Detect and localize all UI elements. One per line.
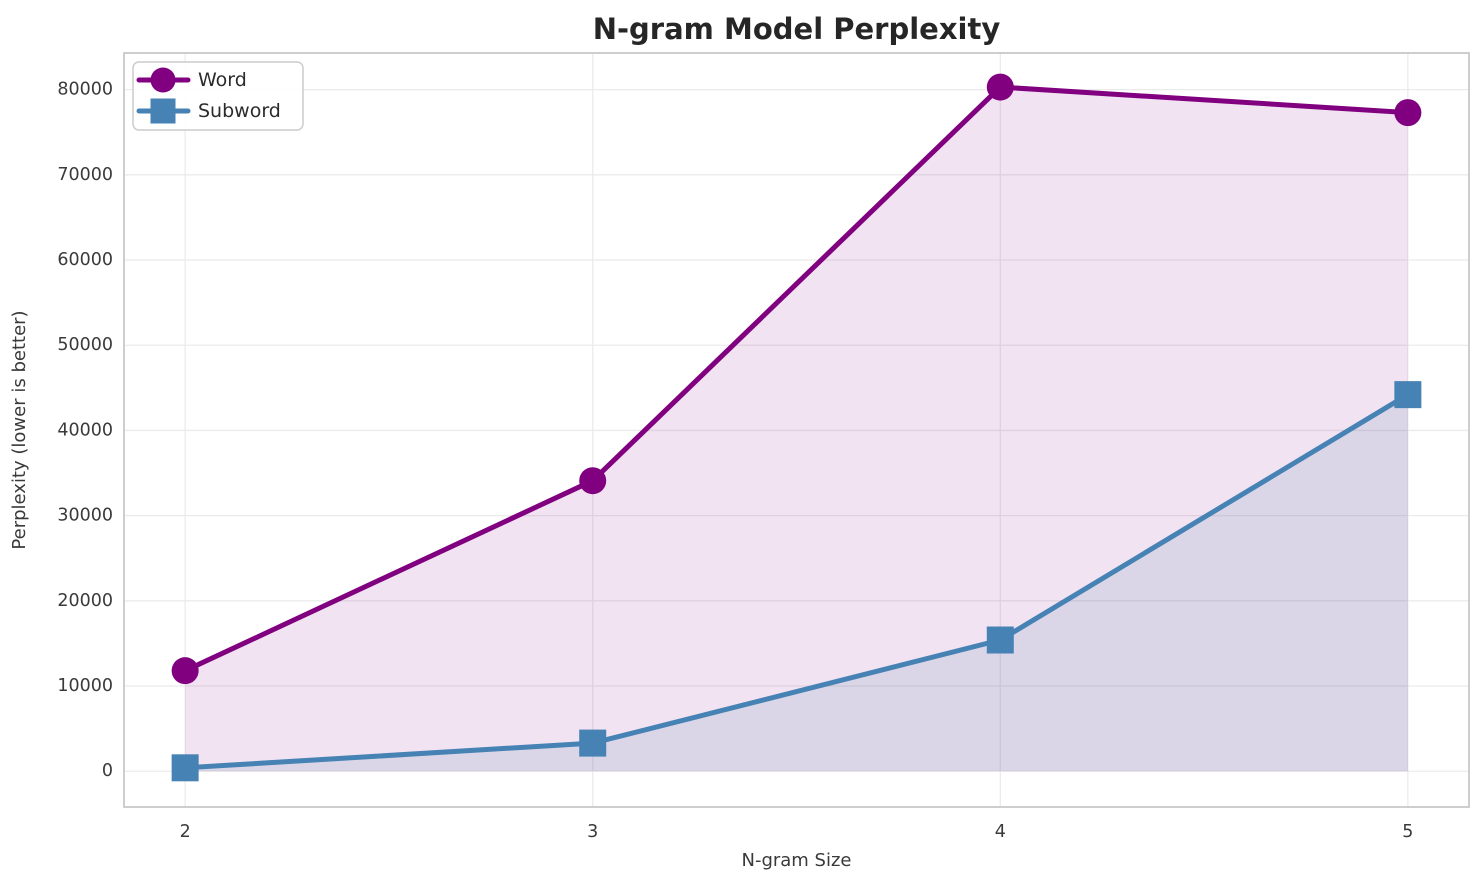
subword-area-fill [185,394,1408,772]
subword-marker-2 [171,754,199,782]
word-marker-2 [171,657,199,685]
tick-label-layer: 0 10000 20000 30000 40000 50000 60000 70000 8000… [57,80,1413,842]
y-tick-label-10000: 10000 [57,676,113,696]
gridline-layer [124,53,1469,807]
word-area-fill [185,87,1408,772]
legend-item-word: Word [136,67,247,93]
legend-item-subword: Subword [136,98,281,124]
word-marker-4 [986,73,1014,101]
area-fill-layer [185,87,1408,772]
legend-label-subword: Subword [198,100,281,122]
y-tick-label-50000: 50000 [57,335,113,355]
legend-square-marker [150,98,176,124]
legend: Word Subword [132,61,304,131]
y-axis-label: Perplexity (lower is better) [9,310,30,549]
x-axis-label: N-gram Size [741,850,851,871]
legend-circle-marker [150,67,176,93]
x-tick-label-5: 5 [1402,822,1413,842]
axes-frame [123,52,1470,808]
subword-marker-4 [986,626,1014,654]
x-tick-label-4: 4 [995,822,1006,842]
subword-marker-3 [579,729,607,757]
y-tick-label-30000: 30000 [57,506,113,526]
x-tick-label-2: 2 [180,822,191,842]
axes-frame-layer [123,52,1470,808]
y-tick-label-40000: 40000 [57,420,113,440]
y-tick-label-60000: 60000 [57,250,113,270]
subword-marker-5 [1394,381,1422,409]
word-line [182,84,1411,674]
y-tick-label-0: 0 [102,761,113,781]
legend-label-word: Word [198,69,247,91]
word-marker-5 [1394,99,1422,127]
y-tick-label-70000: 70000 [57,165,113,185]
word-marker-3 [579,467,607,495]
subword-line [182,392,1411,771]
x-tick-label-3: 3 [587,822,598,842]
chart-title: N-gram Model Perplexity [593,12,1001,46]
y-tick-label-80000: 80000 [57,80,113,100]
y-tick-label-20000: 20000 [57,591,113,611]
series-layer [171,73,1422,782]
